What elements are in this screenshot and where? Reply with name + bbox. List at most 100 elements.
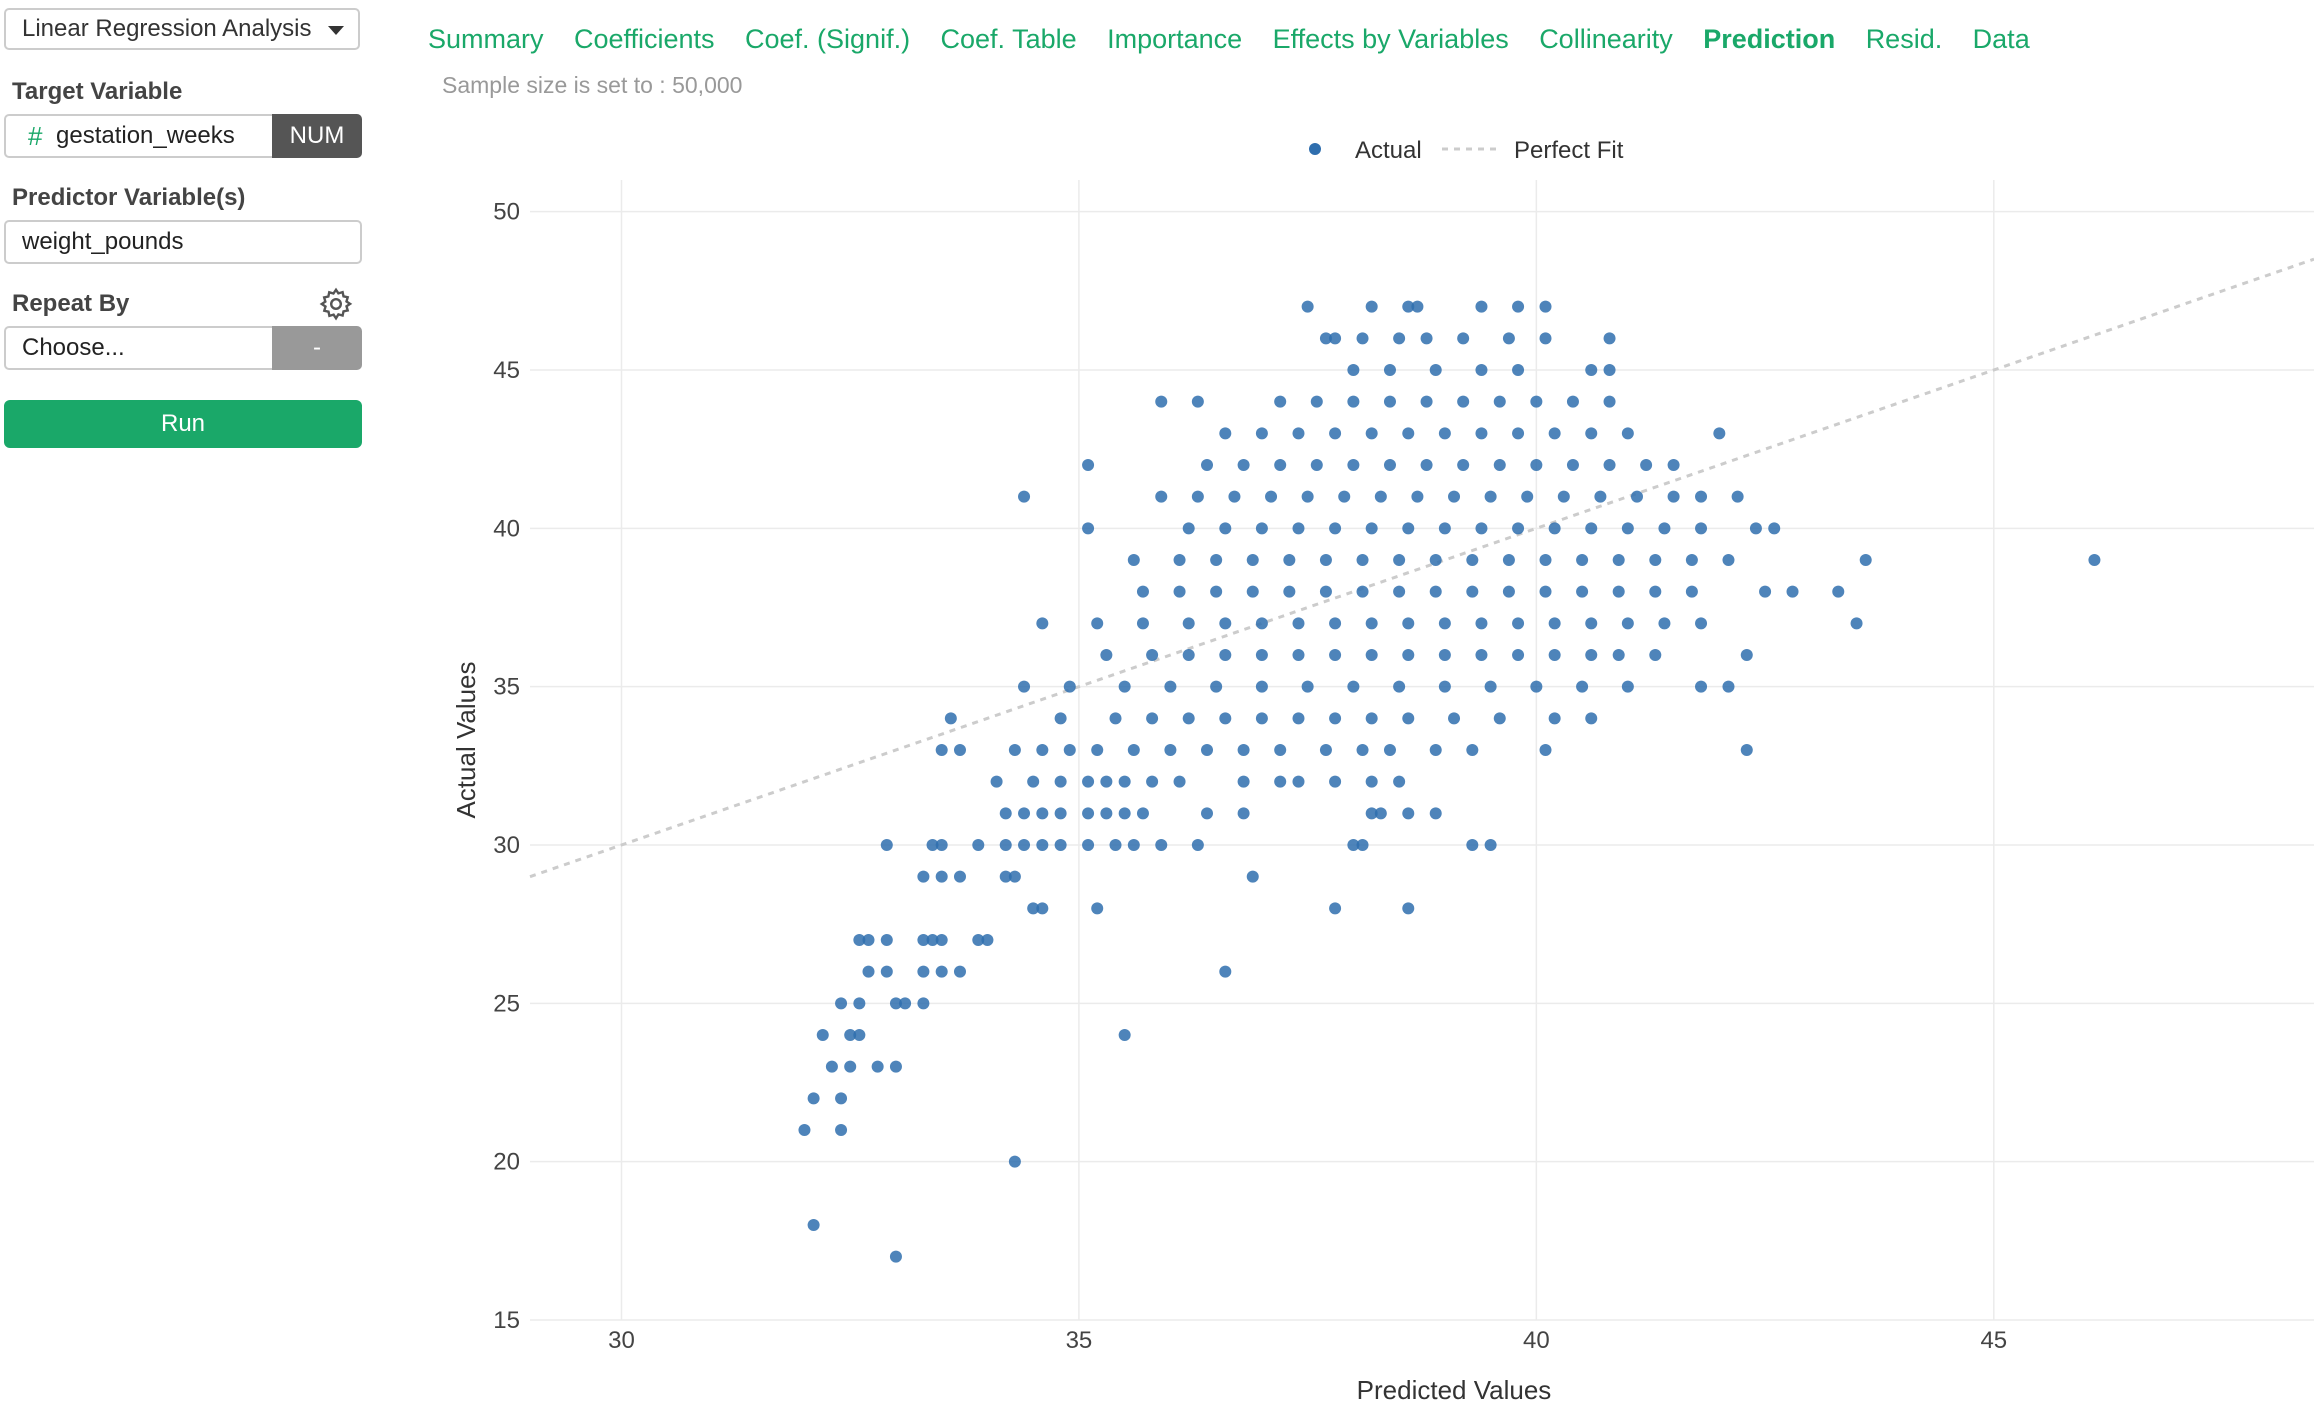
data-point <box>1155 490 1168 503</box>
data-point <box>1036 839 1049 851</box>
analysis-type-dropdown[interactable]: Linear Regression Analysis <box>4 8 360 50</box>
tab-collinearity[interactable]: Collinearity <box>1539 24 1673 54</box>
data-point <box>1255 522 1268 535</box>
data-point <box>1393 775 1406 788</box>
data-point <box>1502 554 1515 566</box>
data-point <box>1319 744 1332 756</box>
data-point <box>1063 744 1076 756</box>
data-point <box>1393 554 1406 566</box>
data-point <box>1457 459 1470 471</box>
data-point <box>1082 459 1095 471</box>
predictor-variables-field[interactable]: weight_pounds <box>4 220 362 264</box>
data-point <box>1310 459 1323 471</box>
data-point <box>1576 554 1589 566</box>
data-point <box>1365 712 1378 725</box>
tab-importance[interactable]: Importance <box>1107 24 1243 54</box>
data-point <box>1301 680 1314 693</box>
data-point <box>1255 617 1268 630</box>
data-point <box>1438 680 1451 693</box>
data-point <box>1329 427 1342 440</box>
data-point <box>1136 807 1149 820</box>
data-point <box>1649 585 1662 598</box>
data-point <box>1118 1029 1131 1041</box>
data-point <box>1585 522 1598 535</box>
repeat-by-clear-button[interactable]: - <box>272 326 362 370</box>
data-point <box>1402 712 1415 725</box>
repeat-by-select[interactable]: Choose... <box>4 326 274 370</box>
data-point <box>1274 744 1287 756</box>
tab-coef-signif[interactable]: Coef. (Signif.) <box>745 24 911 54</box>
data-point <box>1036 902 1049 915</box>
tab-coef-table[interactable]: Coef. Table <box>940 24 1077 54</box>
tab-prediction[interactable]: Prediction <box>1703 24 1836 54</box>
data-point <box>1576 680 1589 693</box>
run-button[interactable]: Run <box>4 400 362 448</box>
data-point <box>917 934 930 946</box>
data-point <box>1493 712 1506 725</box>
data-point <box>1475 300 1488 313</box>
data-point <box>1365 427 1378 440</box>
data-point <box>1695 522 1708 535</box>
data-point <box>835 1124 848 1136</box>
data-point <box>1228 490 1241 503</box>
data-point <box>1255 427 1268 440</box>
tab-coefficients[interactable]: Coefficients <box>573 24 715 54</box>
data-point <box>1347 839 1360 851</box>
data-point <box>1182 649 1195 661</box>
data-point <box>1713 427 1726 440</box>
data-point <box>1566 459 1579 471</box>
data-point <box>1612 585 1625 598</box>
x-axis-title: Predicted Values <box>1357 1375 1552 1405</box>
data-point <box>1667 490 1680 503</box>
data-point <box>917 965 930 978</box>
data-point <box>1832 585 1845 598</box>
data-point <box>1201 807 1214 820</box>
data-point <box>1155 395 1168 408</box>
data-point <box>1274 459 1287 471</box>
data-point <box>1054 712 1067 725</box>
data-point <box>1475 649 1488 661</box>
data-point <box>944 712 957 725</box>
data-point <box>1319 332 1332 345</box>
data-point <box>1594 490 1607 503</box>
data-point <box>1146 649 1159 661</box>
data-point <box>1265 490 1278 503</box>
data-point <box>1329 775 1342 788</box>
data-point <box>1438 617 1451 630</box>
data-point <box>1136 617 1149 630</box>
data-point <box>1018 807 1031 820</box>
tab-effects-by-variables[interactable]: Effects by Variables <box>1272 24 1509 54</box>
data-point <box>917 997 930 1010</box>
data-point <box>1521 490 1534 503</box>
data-point <box>1548 427 1561 440</box>
data-point <box>1548 649 1561 661</box>
legend-actual-label: Actual <box>1355 137 1422 164</box>
tab-residuals[interactable]: Resid. <box>1865 24 1943 54</box>
tab-data[interactable]: Data <box>1972 24 2030 54</box>
data-point <box>1018 680 1031 693</box>
analysis-tabs: Summary Coefficients Coef. (Signif.) Coe… <box>428 24 2056 64</box>
data-point <box>1585 649 1598 661</box>
data-point <box>1127 839 1140 851</box>
y-tick-label: 20 <box>493 1149 520 1176</box>
data-point <box>1585 364 1598 376</box>
tab-summary[interactable]: Summary <box>428 24 544 54</box>
data-point <box>1365 775 1378 788</box>
data-point <box>1219 427 1232 440</box>
data-point <box>1118 807 1131 820</box>
data-point <box>1603 332 1616 345</box>
data-point <box>1475 427 1488 440</box>
data-point <box>1759 585 1772 598</box>
target-variable-label: Target Variable <box>12 78 183 105</box>
data-point <box>1548 712 1561 725</box>
data-point <box>926 839 939 851</box>
gear-icon[interactable] <box>318 286 354 322</box>
data-point <box>1329 902 1342 915</box>
data-point <box>1539 332 1552 345</box>
data-point <box>1237 775 1250 788</box>
data-point <box>1018 839 1031 851</box>
y-tick-label: 15 <box>493 1307 520 1334</box>
data-point <box>1365 300 1378 313</box>
target-variable-field[interactable]: # gestation_weeks <box>4 114 274 158</box>
data-point <box>1283 554 1296 566</box>
